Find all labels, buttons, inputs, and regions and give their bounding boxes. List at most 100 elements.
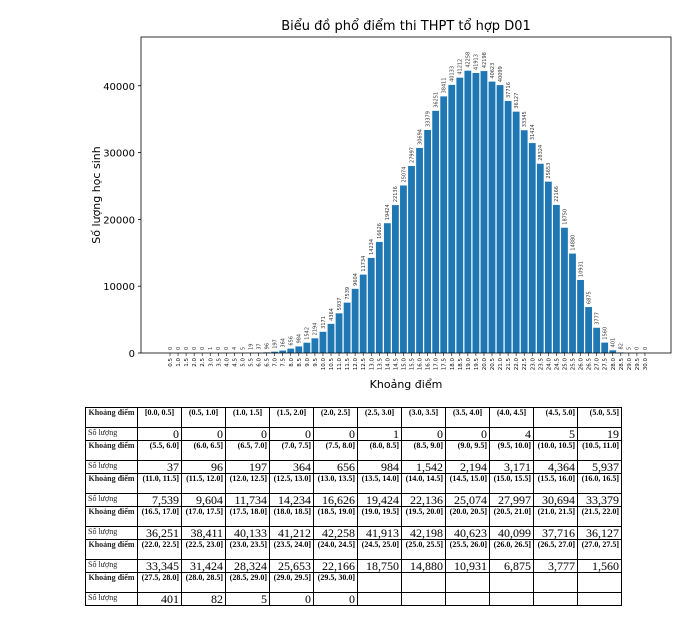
interval-cell: (14.0, 14.5] xyxy=(401,473,446,494)
row-header-interval: Khoảng điểm xyxy=(85,440,138,461)
bar xyxy=(593,327,601,353)
count-cell: 19 xyxy=(577,427,622,441)
empty-cell xyxy=(445,572,490,593)
interval-cell: (5.5, 6.0] xyxy=(137,440,182,461)
interval-cell: (22.0, 22.5] xyxy=(137,539,182,560)
bar-value-label: 41212 xyxy=(458,59,464,75)
count-cell: 38,411 xyxy=(181,526,226,540)
x-tick-label: 19.5 xyxy=(474,358,480,371)
count-row: Số lượng 7,539 9,604 11,734 14,234 16,626 19,4… xyxy=(85,493,622,507)
x-tick-label: 30.0 xyxy=(643,358,649,371)
bar-value-label: 42198 xyxy=(482,52,488,68)
interval-cell: (11.0, 11.5] xyxy=(137,473,182,494)
count-cell: 14,880 xyxy=(401,559,446,573)
bar-value-label: 82 xyxy=(619,343,625,349)
count-cell: 0 xyxy=(137,427,182,441)
count-cell: 0 xyxy=(181,427,226,441)
count-cell: 16,626 xyxy=(313,493,358,507)
bar xyxy=(496,85,504,354)
empty-cell xyxy=(533,592,578,606)
empty-cell xyxy=(357,572,402,593)
bar-value-label: 22136 xyxy=(393,186,399,202)
x-tick-label: 18.0 xyxy=(450,358,456,371)
bar-value-label: 364 xyxy=(281,338,287,348)
row-header-count: Số lượng xyxy=(85,493,138,507)
count-cell: 401 xyxy=(137,592,182,606)
bar-value-label: 2194 xyxy=(313,323,319,336)
score-distribution-table: Khoảng điểm [0.0, 0.5] (0.5, 1.0] (1.0, 1.5… xyxy=(85,407,622,606)
interval-row: Khoảng điểm (16.5, 17.0] (17.0, 17.5] (17.5… xyxy=(85,506,622,527)
count-cell: 42,258 xyxy=(313,526,358,540)
count-cell: 4 xyxy=(489,427,534,441)
bar xyxy=(577,279,584,353)
x-tick-label: 27.0 xyxy=(595,358,601,371)
x-tick-label: 21.0 xyxy=(498,358,504,371)
x-tick-label: 25.0 xyxy=(562,358,568,371)
interval-cell: (3.0, 3.5] xyxy=(401,407,446,428)
bar xyxy=(464,70,472,354)
bar-value-label: 0 xyxy=(176,347,182,350)
x-tick-label: 11.5 xyxy=(345,358,351,371)
bar-value-label: 25074 xyxy=(401,167,407,183)
x-tick-label: 1.0 xyxy=(176,358,182,367)
interval-cell: (20.0, 20.5] xyxy=(445,506,490,527)
bar xyxy=(609,350,617,353)
count-row: Số lượng 0 0 0 0 0 1 0 0 4 5 19 xyxy=(85,427,622,441)
bar-value-label: 96 xyxy=(264,343,270,349)
y-tick-label: 30000 xyxy=(103,149,135,160)
x-tick-label: 16.5 xyxy=(426,358,432,371)
bar-value-label: 40099 xyxy=(498,66,504,82)
x-tick-label: 26.5 xyxy=(587,358,593,371)
bar xyxy=(327,323,335,353)
bar xyxy=(569,253,576,353)
x-tick-label: 24.0 xyxy=(546,358,552,371)
interval-row: Khoảng điểm (11.0, 11.5] (11.5, 12.0] (12.0… xyxy=(85,473,622,494)
x-tick-label: 11.0 xyxy=(337,358,343,371)
bar xyxy=(448,84,456,353)
x-tick-label: 7.5 xyxy=(281,358,287,367)
bar-value-label: 0 xyxy=(643,347,649,350)
count-cell: 656 xyxy=(313,460,358,474)
interval-cell: (10.0, 10.5] xyxy=(533,440,578,461)
count-cell: 9,604 xyxy=(181,493,226,507)
interval-cell: (23.5, 24.0] xyxy=(269,539,314,560)
interval-cell: (21.5, 22.0] xyxy=(577,506,622,527)
count-cell: 30,694 xyxy=(533,493,578,507)
empty-cell xyxy=(489,572,534,593)
interval-cell: (22.5, 23.0] xyxy=(181,539,226,560)
count-cell: 41,212 xyxy=(269,526,314,540)
bar-value-label: 0 xyxy=(168,347,174,350)
bar-value-label: 36127 xyxy=(514,93,520,109)
count-cell: 33,379 xyxy=(577,493,622,507)
x-tick-label: 8.0 xyxy=(289,358,295,367)
count-cell: 18,750 xyxy=(357,559,402,573)
x-tick-label: 14.5 xyxy=(393,358,399,371)
x-tick-label: 4.5 xyxy=(232,358,238,367)
interval-cell: [0.0, 0.5] xyxy=(137,407,182,428)
bar xyxy=(295,346,303,353)
count-cell: 1,560 xyxy=(577,559,622,573)
x-tick-label: 13.0 xyxy=(369,358,375,371)
row-header-count: Số lượng xyxy=(85,559,138,573)
count-cell: 5 xyxy=(533,427,578,441)
bar-value-label: 14880 xyxy=(570,235,576,251)
x-tick-label: 18.5 xyxy=(458,358,464,371)
x-tick-label: 9.0 xyxy=(305,358,311,367)
count-cell: 6,875 xyxy=(489,559,534,573)
x-tick-label: 1.5 xyxy=(184,358,190,367)
x-tick-label: 0.5 xyxy=(168,358,174,367)
count-cell: 31,424 xyxy=(181,559,226,573)
bar xyxy=(367,257,375,353)
bar-value-label: 0 xyxy=(184,347,190,350)
x-tick-label: 27.5 xyxy=(603,358,609,371)
bar xyxy=(279,350,287,353)
bar-value-label: 36251 xyxy=(433,92,439,108)
empty-cell xyxy=(533,572,578,593)
x-tick-label: 17.0 xyxy=(434,358,440,371)
interval-cell: (12.5, 13.0] xyxy=(269,473,314,494)
count-cell: 0 xyxy=(313,592,358,606)
bar-value-label: 33345 xyxy=(522,111,528,127)
interval-cell: (17.0, 17.5] xyxy=(181,506,226,527)
x-tick-label: 23.0 xyxy=(530,358,536,371)
bar-value-label: 40133 xyxy=(450,66,456,82)
